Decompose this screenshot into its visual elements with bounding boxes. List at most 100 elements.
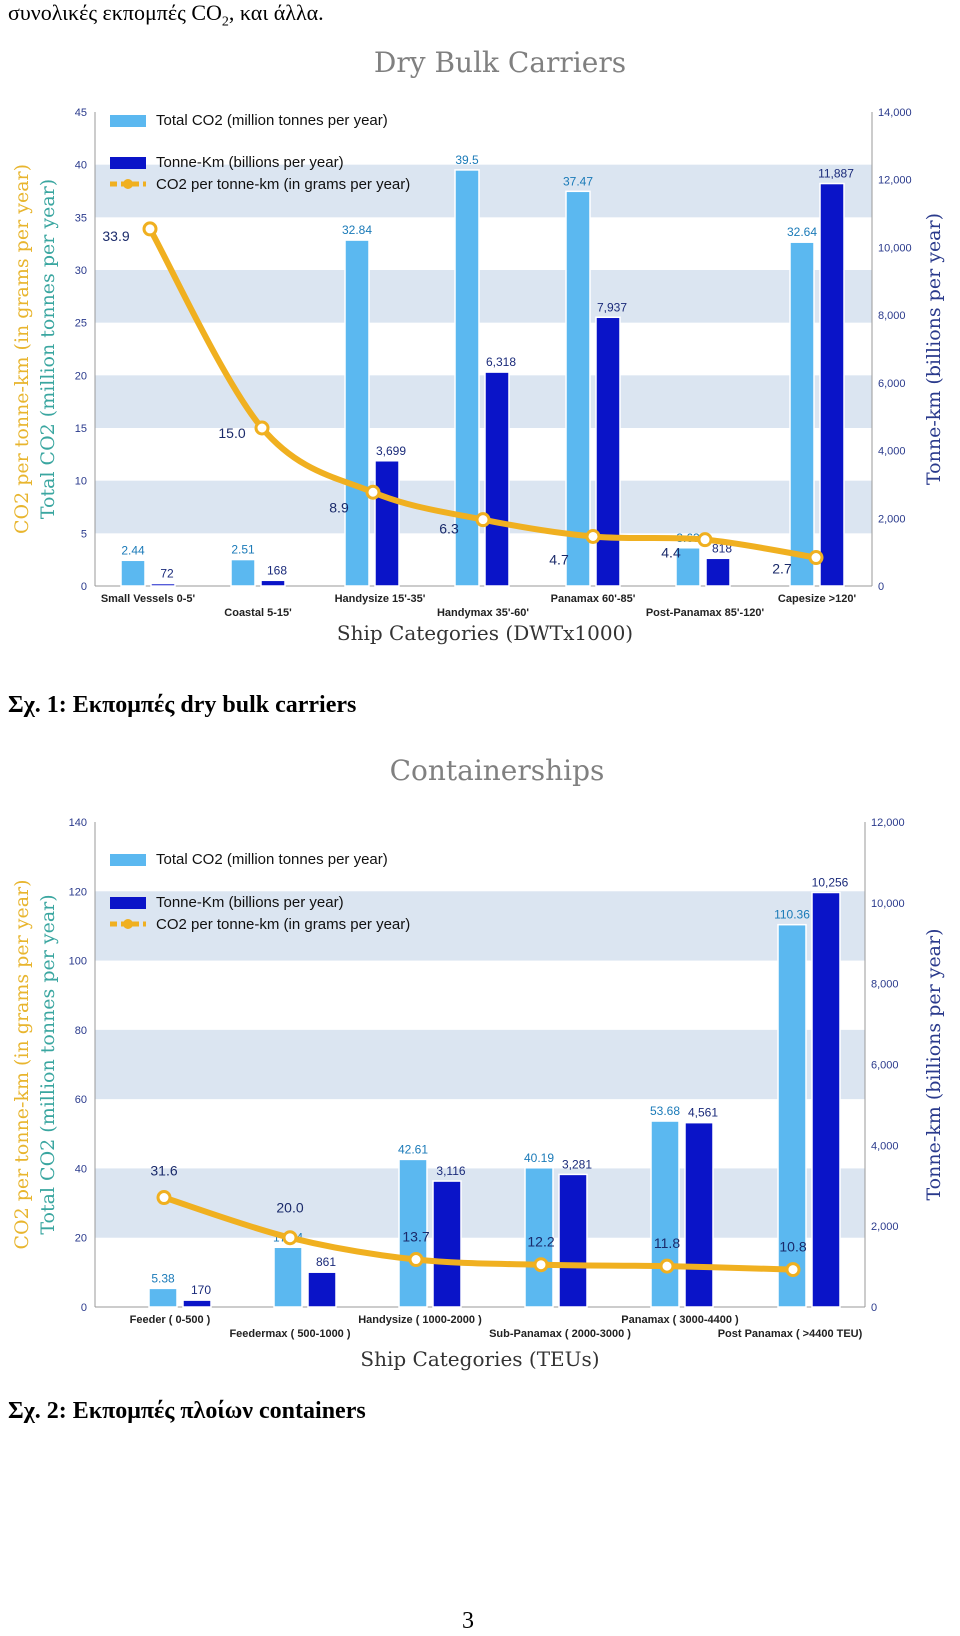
co2-bar xyxy=(398,1158,428,1308)
category-label: Sub-Panamax ( 2000-3000 ) xyxy=(489,1328,631,1340)
co2-bar xyxy=(120,559,146,587)
right-tick-label: 4,000 xyxy=(871,1140,899,1152)
right-axis-title: Tonne-km (billions per year) xyxy=(923,928,945,1200)
tonne-km-bar-label: 6,318 xyxy=(486,355,516,369)
line-point-label: 2.7 xyxy=(772,561,792,577)
intro-subscript: 2 xyxy=(221,14,229,30)
chart-title: Containerships xyxy=(390,754,605,787)
tonne-km-bar-label: 3,116 xyxy=(436,1164,465,1178)
left-tick-label: 40 xyxy=(75,160,87,172)
left-tick-label: 80 xyxy=(75,1025,87,1037)
legend-co2-swatch xyxy=(110,854,146,866)
tonne-km-bar xyxy=(684,1121,714,1308)
left-axis-title-outer: CO2 per tonne-km (in grams per year) xyxy=(11,164,33,534)
tonne-km-bar-label: 10,256 xyxy=(812,875,849,889)
line-point-label: 8.9 xyxy=(329,499,349,515)
grid-band xyxy=(95,1029,865,1100)
line-point xyxy=(408,1252,424,1268)
line-point xyxy=(142,221,158,237)
left-tick-label: 20 xyxy=(75,370,87,382)
right-tick-label: 0 xyxy=(878,581,884,593)
right-tick-label: 4,000 xyxy=(878,446,906,458)
tonne-km-bar xyxy=(260,579,286,587)
category-label: Handysize 15'-35' xyxy=(335,593,426,605)
x-axis-title: Ship Categories (TEUs) xyxy=(360,1347,599,1371)
chart-title: Dry Bulk Carriers xyxy=(374,46,626,79)
line-point xyxy=(475,512,491,528)
tonne-km-bar xyxy=(432,1180,462,1308)
grid-band xyxy=(95,270,872,323)
category-label: Feeder ( 0-500 ) xyxy=(130,1314,211,1326)
containerships-chart: 0 20 40 60 80 100 120 140 0 2,000 4,000 6,000 8,000 1… xyxy=(11,754,945,1371)
co2-bar xyxy=(273,1246,303,1308)
left-tick-label: 25 xyxy=(75,318,87,330)
category-label: Feedermax ( 500-1000 ) xyxy=(229,1328,350,1340)
right-tick-label: 8,000 xyxy=(878,310,906,322)
right-tick-label: 10,000 xyxy=(878,242,912,254)
legend-line-marker xyxy=(123,919,133,929)
line-point xyxy=(585,528,601,544)
left-tick-label: 140 xyxy=(69,817,87,829)
co2-bar-label: 37.47 xyxy=(563,174,593,188)
line-point xyxy=(533,1257,549,1273)
co2-bar-label: 32.64 xyxy=(787,225,817,239)
co2-bar-label: 32.84 xyxy=(342,223,372,237)
left-tick-label: 0 xyxy=(81,1302,87,1314)
grid-band xyxy=(95,164,872,218)
co2-per-tonne-km-line xyxy=(161,1194,796,1273)
tonne-km-bar-label: 11,887 xyxy=(818,167,854,181)
line-point xyxy=(808,550,824,566)
left-tick-label: 0 xyxy=(81,581,87,593)
tonne-km-bar-label: 3,281 xyxy=(562,1157,592,1171)
tonne-km-bar xyxy=(150,582,176,587)
left-tick-label: 60 xyxy=(75,1094,87,1106)
right-tick-label: 12,000 xyxy=(871,817,905,829)
tonne-km-bar xyxy=(307,1271,337,1308)
tonne-km-bar xyxy=(819,182,845,587)
tonne-km-bar xyxy=(705,557,731,587)
left-axis-title-outer: CO2 per tonne-km (in grams per year) xyxy=(11,879,33,1249)
left-tick-label: 30 xyxy=(75,265,87,277)
tonne-km-bar xyxy=(811,891,841,1308)
co2-bar-label: 5.38 xyxy=(151,1271,175,1285)
left-axis-title-inner: Total CO2 (million tonnes per year) xyxy=(37,894,59,1234)
category-label: Coastal 5-15' xyxy=(224,607,292,619)
tonne-km-bar xyxy=(182,1299,212,1308)
line-point-label: 12.2 xyxy=(527,1234,554,1250)
right-tick-label: 6,000 xyxy=(871,1060,899,1072)
tonne-km-bar-label: 168 xyxy=(267,563,287,577)
right-axis-title: Tonne-km (billions per year) xyxy=(923,213,945,485)
tonne-km-bar-label: 3,699 xyxy=(376,444,406,458)
line-point xyxy=(254,420,270,436)
line-point-label: 20.0 xyxy=(276,1200,303,1216)
left-tick-label: 100 xyxy=(69,956,87,968)
line-point xyxy=(659,1258,675,1274)
left-tick-label: 5 xyxy=(81,528,87,540)
right-tick-label: 14,000 xyxy=(878,107,912,119)
co2-bar xyxy=(789,241,815,587)
tonne-km-bar-label: 861 xyxy=(316,1255,336,1269)
x-axis-title: Ship Categories (DWTx1000) xyxy=(337,621,633,645)
co2-bar-label: 110.36 xyxy=(774,908,810,922)
co2-bar xyxy=(675,547,701,587)
line-point-label: 13.7 xyxy=(402,1229,429,1245)
co2-bar xyxy=(230,558,256,587)
legend-line-label: CO2 per tonne-km (in grams per year) xyxy=(156,916,410,933)
grid-band xyxy=(95,375,872,428)
left-tick-label: 15 xyxy=(75,423,87,435)
co2-bar-label: 42.61 xyxy=(398,1142,428,1156)
right-tick-label: 2,000 xyxy=(871,1221,899,1233)
line-point-label: 15.0 xyxy=(218,425,245,441)
legend-co2-label: Total CO2 (million tonnes per year) xyxy=(156,851,388,868)
line-point xyxy=(156,1190,172,1206)
line-point-label: 10.8 xyxy=(779,1239,806,1255)
legend-line-label: CO2 per tonne-km (in grams per year) xyxy=(156,176,410,193)
category-label: Post Panamax ( >4400 TEU) xyxy=(718,1328,863,1340)
category-label: Handysize ( 1000-2000 ) xyxy=(358,1314,482,1326)
left-tick-label: 45 xyxy=(75,107,87,119)
left-tick-label: 35 xyxy=(75,212,87,224)
tonne-km-bar xyxy=(558,1173,588,1308)
category-label: Panamax 60'-85' xyxy=(551,593,636,605)
co2-bar xyxy=(148,1287,178,1308)
line-point-label: 31.6 xyxy=(150,1163,177,1179)
